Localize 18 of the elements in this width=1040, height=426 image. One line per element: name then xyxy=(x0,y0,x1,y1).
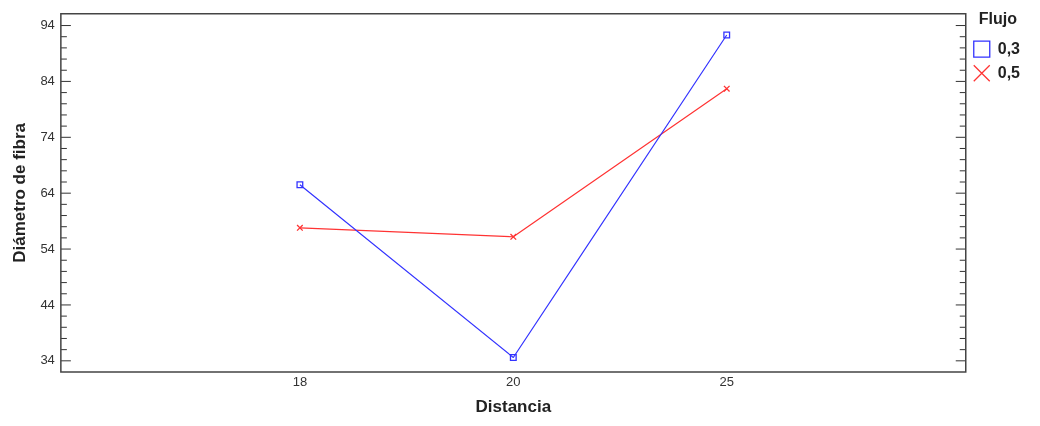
point xyxy=(296,181,304,189)
x-axis-title: Distancia xyxy=(475,397,552,417)
y-tick-label: 44 xyxy=(40,296,55,312)
y-tick-label: 34 xyxy=(40,352,55,368)
y-tick-label: 84 xyxy=(40,72,55,88)
y-tick-label: 94 xyxy=(40,17,55,33)
legend-label: 0,5 xyxy=(997,63,1021,81)
x-tick-label: 25 xyxy=(719,374,734,390)
y-axis-title: Diámetro de fibra xyxy=(9,122,29,263)
x-tick-label: 20 xyxy=(506,374,521,390)
legend-title: Flujo xyxy=(978,10,1018,28)
y-tick-label: 64 xyxy=(40,184,55,200)
point xyxy=(509,353,517,361)
y-tick-label: 74 xyxy=(40,128,55,144)
point xyxy=(723,31,731,39)
y-tick-label: 54 xyxy=(40,240,55,256)
legend-label: 0,3 xyxy=(997,39,1021,57)
x-tick-label: 18 xyxy=(292,374,308,390)
